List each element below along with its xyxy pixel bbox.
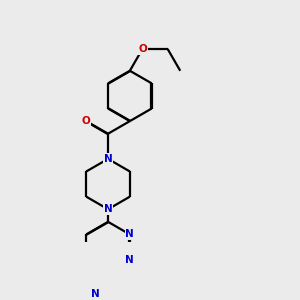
Text: N: N [125,255,134,265]
Text: N: N [104,154,112,164]
Text: O: O [138,44,147,54]
Text: O: O [82,116,91,126]
Text: N: N [91,289,100,299]
Text: N: N [125,230,134,239]
Text: N: N [104,204,112,214]
